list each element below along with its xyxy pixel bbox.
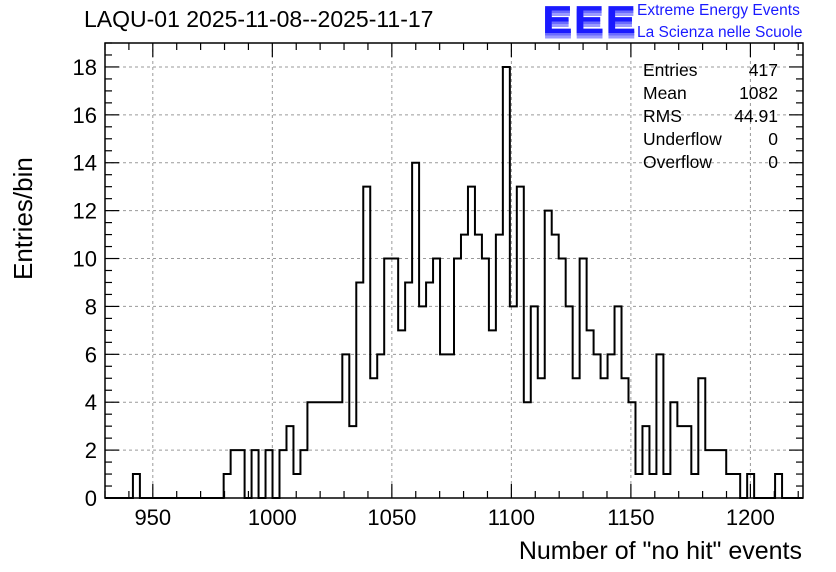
y-tick-label: 4: [85, 390, 97, 415]
stats-key: Entries: [643, 60, 698, 80]
y-tick-label: 14: [73, 151, 97, 176]
stats-row-entries: Entries 417: [643, 60, 778, 82]
y-tick-label: 2: [85, 438, 97, 463]
y-tick-label: 6: [85, 342, 97, 367]
eee-logo-mark: EEE: [542, 0, 638, 42]
stats-value: 44.91: [734, 106, 778, 126]
eee-logo-line1: Extreme Energy Events: [637, 2, 800, 19]
stats-key: Overflow: [643, 152, 713, 172]
stats-key: Underflow: [643, 129, 722, 149]
eee-logo-line2: La Scienza nelle Scuole: [637, 24, 803, 41]
x-axis-label: Number of "no hit" events: [518, 537, 802, 565]
x-tick-label: 1150: [607, 505, 654, 530]
stats-row-overflow: Overflow 0: [643, 152, 778, 174]
y-tick-label: 8: [85, 294, 97, 319]
x-tick-label: 1000: [248, 505, 297, 530]
y-tick-label: 0: [85, 486, 97, 511]
x-tick-label: 1200: [726, 505, 775, 530]
y-tick-label: 10: [73, 247, 97, 272]
y-tick-label: 16: [73, 103, 97, 128]
x-tick-label: 1100: [488, 505, 535, 530]
x-tick-label: 1050: [367, 505, 416, 530]
chart-title: LAQU-01 2025-11-08--2025-11-17: [84, 6, 434, 32]
y-tick-label: 12: [73, 199, 97, 224]
stats-value: 0: [768, 152, 778, 172]
stats-value: 0: [768, 129, 778, 149]
stats-row-underflow: Underflow 0: [643, 129, 778, 151]
stats-value: 1082: [739, 83, 778, 103]
x-tick-label: 950: [134, 505, 171, 530]
stats-key: Mean: [643, 83, 687, 103]
stats-row-rms: RMS 44.91: [643, 106, 778, 128]
stats-key: RMS: [643, 106, 682, 126]
stats-row-mean: Mean 1082: [643, 83, 778, 105]
y-axis-label: Entries/bin: [8, 157, 38, 280]
y-tick-label: 18: [73, 55, 97, 80]
histogram-line: [105, 65, 803, 499]
stats-value: 417: [748, 60, 778, 80]
plot-frame: [104, 42, 804, 499]
